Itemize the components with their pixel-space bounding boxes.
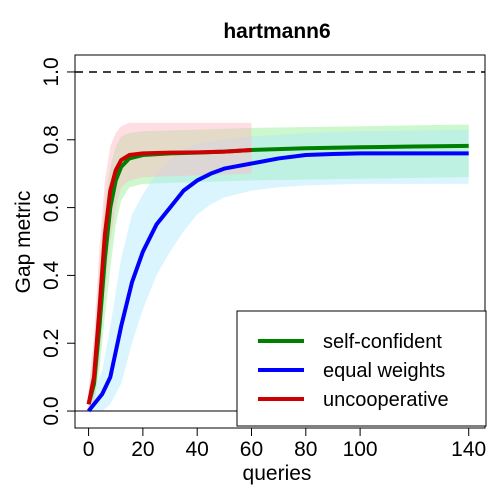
series-line-uncooperative [86,147,252,405]
x-tick-label: 140 [451,438,486,461]
legend: self-confident equal weights uncooperative [236,310,487,427]
y-axis-label: Gap metric [12,191,35,294]
y-tick-label: 0.0 [40,396,63,425]
y-tick-label: 0.8 [40,125,63,154]
legend-label-self-confident: self-confident [323,331,442,353]
x-tick-label: 100 [343,438,378,461]
x-tick-label: 60 [240,438,263,461]
legend-label-equal-weights: equal weights [323,360,445,382]
x-axis-label: queries [243,462,312,485]
y-tick-label: 0.6 [40,193,63,222]
x-axis: 0 20 40 60 80 100 140 [83,428,486,461]
legend-label-uncooperative: uncooperative [323,389,449,411]
y-axis: 0.0 0.2 0.4 0.6 0.8 1.0 [40,57,75,426]
x-tick-label: 40 [186,438,209,461]
x-tick-label: 80 [294,438,317,461]
y-tick-label: 0.2 [40,329,63,358]
y-tick-label: 1.0 [40,57,63,86]
x-tick-label: 0 [83,438,95,461]
plot-frame [74,54,486,429]
series-line-equal-weights [87,151,469,413]
chart-title: hartmann6 [223,20,330,43]
x-tick-label: 20 [131,438,154,461]
band-equal-weights [88,129,469,412]
y-tick-label: 0.4 [40,260,63,290]
series-lines [86,143,469,413]
